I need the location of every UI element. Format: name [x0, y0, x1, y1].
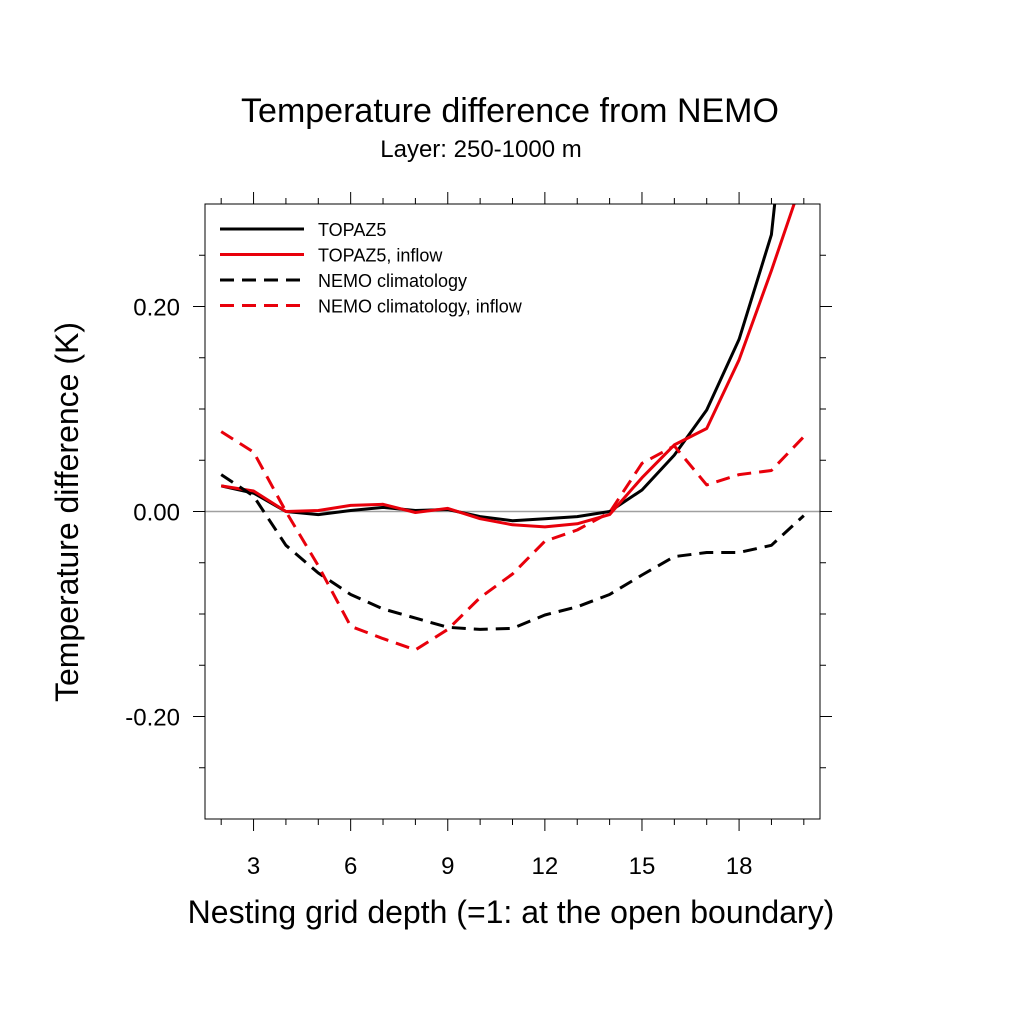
x-tick-label: 9	[441, 853, 454, 880]
x-tick-label: 15	[629, 853, 656, 880]
plot-frame	[204, 203, 821, 820]
series-line-3	[220, 473, 805, 631]
y-tick-label: 0.00	[133, 500, 180, 527]
y-axis-label: Temperature difference (K)	[49, 322, 85, 702]
legend-label: NEMO climatology	[318, 271, 467, 291]
legend-label: TOPAZ5, inflow	[318, 246, 443, 266]
legend: TOPAZ5 TOPAZ5, inflow NEMO climatology NEMO…	[220, 220, 523, 317]
x-tick-label: 12	[532, 853, 559, 880]
series-line-1	[220, 204, 777, 523]
legend-label: NEMO climatology, inflow	[318, 297, 523, 317]
chart-title: Temperature difference from NEMO	[241, 92, 779, 130]
y-tick-label: -0.20	[125, 705, 180, 732]
x-tick-label: 3	[247, 853, 260, 880]
y-tick-label: 0.20	[133, 295, 180, 322]
chart-subtitle: Layer: 250-1000 m	[380, 136, 581, 163]
x-tick-label: 6	[344, 853, 357, 880]
x-tick-label: 18	[726, 853, 753, 880]
series-line-2	[220, 204, 796, 529]
legend-label: TOPAZ5	[318, 220, 386, 240]
x-axis-label: Nesting grid depth (=1: at the open boun…	[188, 894, 835, 930]
series-line-4	[220, 430, 805, 652]
